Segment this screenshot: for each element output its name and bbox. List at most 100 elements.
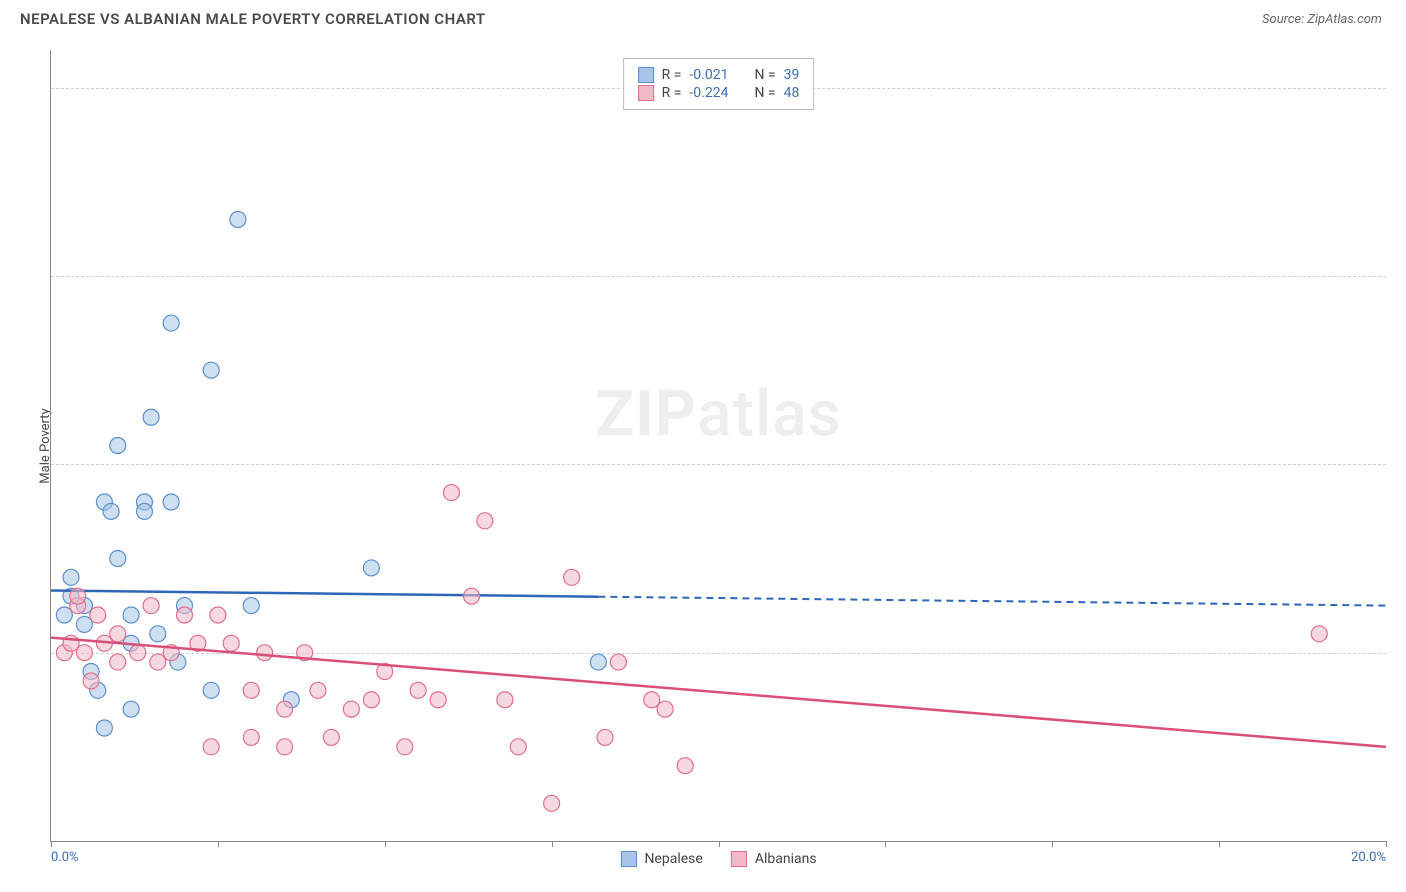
data-point xyxy=(177,607,193,623)
scatter-svg xyxy=(51,50,1386,841)
data-point xyxy=(564,569,580,585)
x-tick-label: 20.0% xyxy=(1351,850,1386,865)
data-point xyxy=(143,409,159,425)
legend-swatch xyxy=(638,67,654,83)
data-point xyxy=(510,739,526,755)
legend-r-value: -0.021 xyxy=(689,67,728,83)
data-point xyxy=(464,588,480,604)
data-point xyxy=(610,654,626,670)
x-tick xyxy=(218,841,219,847)
data-point xyxy=(90,607,106,623)
chart-header: NEPALESE VS ALBANIAN MALE POVERTY CORREL… xyxy=(0,0,1406,34)
legend-row: R = -0.224 N = 48 xyxy=(638,85,800,101)
data-point xyxy=(243,729,259,745)
data-point xyxy=(444,485,460,501)
data-point xyxy=(203,739,219,755)
chart-plot-area: ZIPatlas 10.0%20.0%30.0%40.0% R =-0.021N… xyxy=(50,50,1386,842)
data-point xyxy=(150,654,166,670)
x-tick xyxy=(552,841,553,847)
trend-line xyxy=(51,591,598,597)
data-point xyxy=(136,503,152,519)
data-point xyxy=(163,494,179,510)
data-point xyxy=(544,795,560,811)
data-point xyxy=(96,720,112,736)
data-point xyxy=(110,438,126,454)
legend-swatch xyxy=(731,851,747,867)
data-point xyxy=(677,758,693,774)
legend-swatch xyxy=(620,851,636,867)
data-point xyxy=(230,212,246,228)
data-point xyxy=(657,701,673,717)
data-point xyxy=(103,503,119,519)
series-legend: Nepalese Albanians xyxy=(620,851,816,867)
data-point xyxy=(110,654,126,670)
x-tick xyxy=(385,841,386,847)
trend-line-extrapolated xyxy=(598,597,1386,606)
x-tick xyxy=(1386,841,1387,847)
data-point xyxy=(110,626,126,642)
data-point xyxy=(110,551,126,567)
data-point xyxy=(644,692,660,708)
data-point xyxy=(130,645,146,661)
y-tick-label: 10.0% xyxy=(1391,646,1406,661)
legend-r-label: R = xyxy=(662,85,682,101)
legend-row: R = -0.021 N = 39 xyxy=(638,67,800,83)
data-point xyxy=(243,682,259,698)
data-point xyxy=(323,729,339,745)
data-point xyxy=(163,315,179,331)
data-point xyxy=(397,739,413,755)
y-tick-label: 30.0% xyxy=(1391,270,1406,285)
data-point xyxy=(143,598,159,614)
data-point xyxy=(497,692,513,708)
data-point xyxy=(203,362,219,378)
data-point xyxy=(63,569,79,585)
data-point xyxy=(83,673,99,689)
legend-label: Nepalese xyxy=(644,851,702,867)
data-point xyxy=(70,588,86,604)
data-point xyxy=(363,560,379,576)
legend-n-label: N = xyxy=(754,67,775,83)
data-point xyxy=(123,607,139,623)
data-point xyxy=(203,682,219,698)
data-point xyxy=(477,513,493,529)
x-tick-label: 0.0% xyxy=(51,850,79,865)
legend-n-value: 39 xyxy=(784,67,800,83)
legend-n-value: 48 xyxy=(784,85,800,101)
data-point xyxy=(363,692,379,708)
data-point xyxy=(150,626,166,642)
x-tick xyxy=(1219,841,1220,847)
legend-r-label: R = xyxy=(662,67,682,83)
data-point xyxy=(257,645,273,661)
data-point xyxy=(56,607,72,623)
x-tick xyxy=(1052,841,1053,847)
data-point xyxy=(76,616,92,632)
data-point xyxy=(210,607,226,623)
data-point xyxy=(410,682,426,698)
y-tick-label: 20.0% xyxy=(1391,458,1406,473)
data-point xyxy=(597,729,613,745)
data-point xyxy=(310,682,326,698)
data-point xyxy=(590,654,606,670)
y-tick-label: 40.0% xyxy=(1391,81,1406,96)
data-point xyxy=(277,701,293,717)
legend-n-label: N = xyxy=(754,85,775,101)
legend-swatch xyxy=(638,85,654,101)
data-point xyxy=(243,598,259,614)
data-point xyxy=(430,692,446,708)
legend-item: Albanians xyxy=(731,851,817,867)
data-point xyxy=(76,645,92,661)
data-point xyxy=(123,701,139,717)
data-point xyxy=(277,739,293,755)
legend-item: Nepalese xyxy=(620,851,702,867)
x-tick xyxy=(885,841,886,847)
data-point xyxy=(223,635,239,651)
chart-source: Source: ZipAtlas.com xyxy=(1262,12,1382,27)
data-point xyxy=(1311,626,1327,642)
correlation-legend: R = -0.021 N = 39 R = -0.224 N = 48 xyxy=(623,58,815,110)
x-tick xyxy=(719,841,720,847)
legend-label: Albanians xyxy=(755,851,817,867)
chart-title: NEPALESE VS ALBANIAN MALE POVERTY CORREL… xyxy=(20,10,486,28)
data-point xyxy=(343,701,359,717)
legend-r-value: -0.224 xyxy=(689,85,728,101)
x-tick xyxy=(51,841,52,847)
